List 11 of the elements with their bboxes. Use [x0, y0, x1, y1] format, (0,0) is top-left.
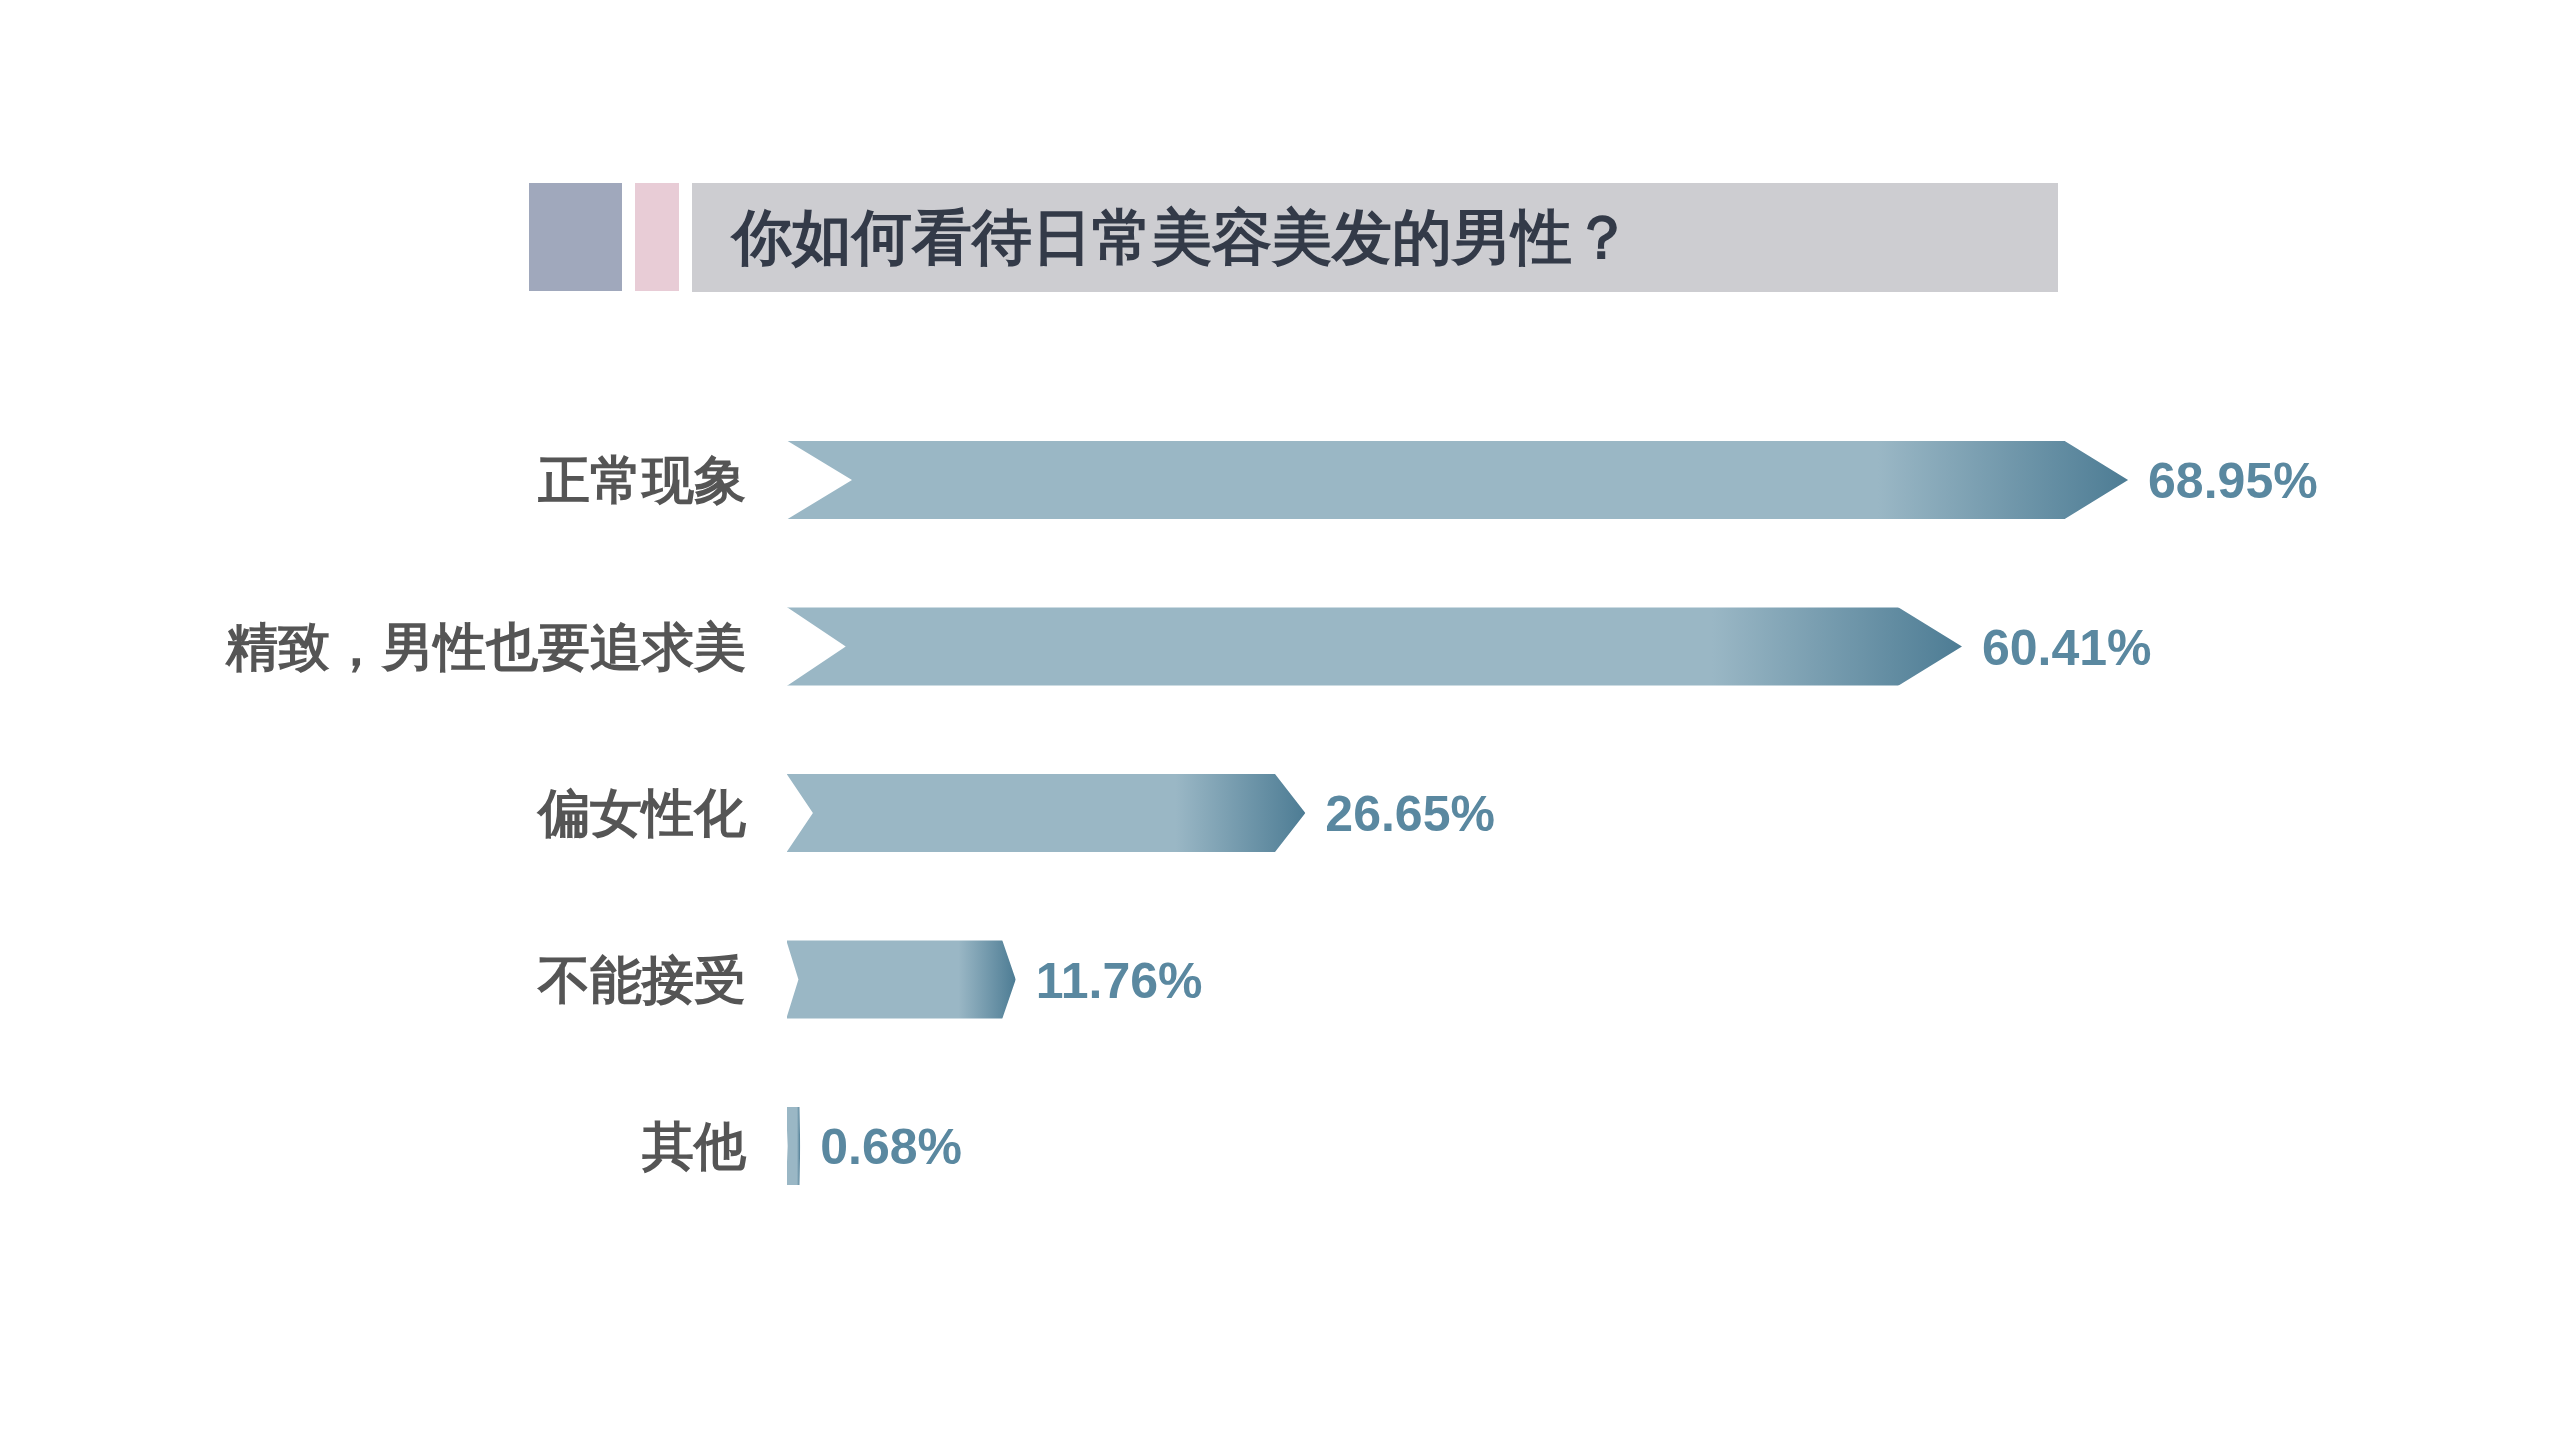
data-label: 0.68%: [820, 1119, 963, 1175]
data-label: 68.95%: [2148, 453, 2318, 509]
data-label: 60.41%: [1981, 619, 2152, 676]
y-tick-label: 其他: [641, 1117, 747, 1175]
y-tick-label: 不能接受: [536, 950, 746, 1009]
y-tick-label: 正常现象: [537, 451, 746, 509]
data-label: 26.65%: [1325, 786, 1495, 842]
data-label: 11.76%: [1035, 952, 1203, 1009]
chart-title: 你如何看待日常美容美发的男性？: [730, 204, 1632, 271]
y-tick-label: 精致，男性也要追求美: [224, 617, 746, 676]
y-tick-label: 偏女性化: [536, 784, 747, 842]
